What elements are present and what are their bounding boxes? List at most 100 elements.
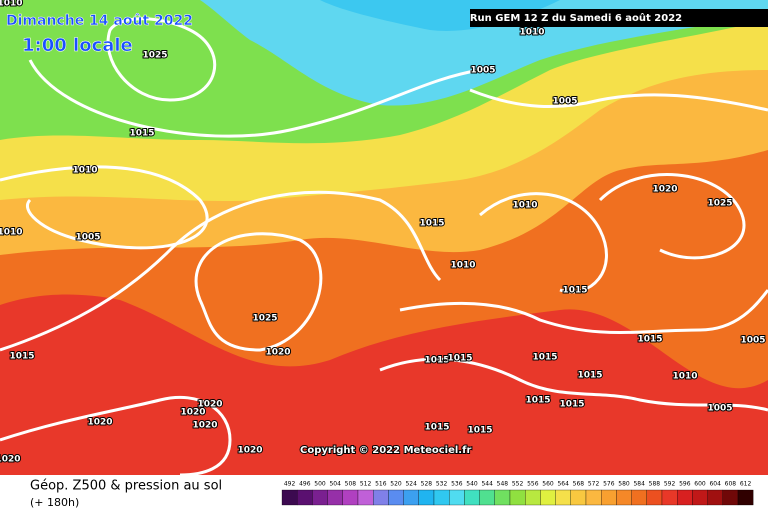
isobar-label: 1025 bbox=[142, 51, 167, 61]
isobar bbox=[0, 165, 209, 250]
colorbar-label: 612 bbox=[740, 481, 752, 488]
isobar-label: 1020 bbox=[180, 408, 205, 418]
colorbar-swatch bbox=[677, 489, 693, 506]
colorbar-label: 564 bbox=[557, 481, 569, 488]
colorbar-swatch bbox=[555, 489, 571, 506]
isobar-label: 1015 bbox=[447, 354, 472, 364]
colorbar-swatch bbox=[403, 489, 419, 506]
isobar-labels: 1010 1025 1015 1010 1005 1010 1005 1010 1005 1015… bbox=[0, 0, 767, 466]
isobar-label: 1020 bbox=[87, 418, 112, 428]
isobar-label: 1020 bbox=[652, 185, 677, 195]
isobar-label: 1005 bbox=[707, 404, 732, 414]
footer-lead: (+ 180h) bbox=[30, 496, 79, 509]
isobar-label: 1020 bbox=[197, 400, 222, 410]
isobar-label: 1010 bbox=[519, 28, 544, 38]
colorbar-label: 512 bbox=[360, 481, 372, 488]
colorbar-label: 508 bbox=[345, 481, 357, 488]
isobar-label: 1010 bbox=[512, 201, 537, 211]
colorbar-label: 608 bbox=[725, 481, 737, 488]
colorbar-swatch bbox=[509, 489, 526, 506]
colorbar-label: 588 bbox=[649, 481, 661, 488]
colorbar-swatch bbox=[585, 489, 602, 506]
isobar bbox=[194, 232, 323, 352]
isobar-label: 1015 bbox=[532, 353, 557, 363]
colorbar-swatch bbox=[631, 489, 647, 506]
isobar-label: 1015 bbox=[129, 129, 154, 139]
colorbar-swatch bbox=[297, 489, 313, 506]
isobar bbox=[28, 59, 481, 138]
colorbar-swatch bbox=[357, 489, 374, 506]
colorbar-swatch bbox=[388, 489, 404, 506]
isobar-label: 1015 bbox=[637, 335, 662, 345]
colorbar-label: 568 bbox=[573, 481, 585, 488]
colorbar-swatch bbox=[646, 489, 663, 506]
valid-date: Dimanche 14 août 2022 bbox=[6, 13, 193, 29]
colorbar-swatch bbox=[661, 489, 678, 506]
isobar-label: 1020 bbox=[265, 348, 290, 358]
isobar bbox=[598, 173, 746, 260]
field-blue bbox=[320, 0, 560, 31]
colorbar-label: 496 bbox=[299, 481, 311, 488]
isobar-label: 1025 bbox=[252, 314, 277, 324]
isobar-label: 1010 bbox=[0, 0, 23, 9]
isobar-label: 1015 bbox=[559, 400, 584, 410]
colorbar-label: 560 bbox=[542, 481, 554, 488]
colorbar-swatch bbox=[281, 489, 298, 506]
isobar-label: 1015 bbox=[419, 219, 444, 229]
isobar bbox=[106, 17, 217, 102]
colorbar-label: 552 bbox=[512, 481, 524, 488]
colorbar-swatch bbox=[616, 489, 632, 506]
colorbar-swatch bbox=[525, 489, 541, 506]
colorbar-swatch bbox=[449, 489, 465, 506]
colorbar-swatch bbox=[464, 489, 480, 506]
colorbar-swatch bbox=[737, 489, 754, 506]
colorbar-swatch bbox=[312, 489, 328, 506]
colorbar-label: 576 bbox=[603, 481, 615, 488]
colorbar-label: 596 bbox=[679, 481, 691, 488]
isobar-label: 1015 bbox=[9, 352, 34, 362]
colorbar-label: 504 bbox=[329, 481, 341, 488]
colorbar-swatch bbox=[494, 489, 511, 506]
colorbar-label: 580 bbox=[618, 481, 630, 488]
isobar-label: 1020 bbox=[237, 446, 262, 456]
isobar-label: 1005 bbox=[552, 97, 577, 107]
isobar-label: 1010 bbox=[450, 261, 475, 271]
isobar bbox=[0, 395, 232, 477]
isobar-label: 1005 bbox=[75, 233, 100, 243]
isobar-label: 1015 bbox=[424, 356, 449, 366]
isobar-label: 1015 bbox=[562, 286, 587, 296]
isobar-label: 1020 bbox=[0, 455, 21, 465]
colorbar-swatch bbox=[601, 489, 617, 506]
colorbar-label: 520 bbox=[390, 481, 402, 488]
isobar bbox=[469, 88, 768, 112]
isobar bbox=[0, 190, 442, 352]
colorbar-label: 556 bbox=[527, 481, 539, 488]
colorbar-label: 492 bbox=[284, 481, 296, 488]
isobar-label: 1015 bbox=[525, 396, 550, 406]
colorbar-swatch bbox=[479, 489, 495, 506]
isobar-label: 1020 bbox=[192, 421, 217, 431]
isobar-label: 1010 bbox=[672, 372, 697, 382]
colorbar-label: 532 bbox=[436, 481, 448, 488]
run-box bbox=[470, 9, 768, 27]
colorbar-swatch bbox=[707, 489, 723, 506]
colorbar-swatch bbox=[327, 489, 343, 506]
colorbar-label: 584 bbox=[633, 481, 645, 488]
colorbar: 492 496 500 504 508 512 516 520 524 528 532 536 540 5… bbox=[281, 481, 754, 506]
footer-title: Géop. Z500 & pression au sol bbox=[30, 479, 222, 494]
colorbar-label: 604 bbox=[709, 481, 721, 488]
colorbar-swatch bbox=[570, 489, 587, 506]
isobar-label: 1025 bbox=[707, 199, 732, 209]
isobar-label: 1015 bbox=[424, 423, 449, 433]
colorbar-label: 524 bbox=[405, 481, 417, 488]
colorbar-label: 540 bbox=[466, 481, 478, 488]
colorbar-label: 500 bbox=[314, 481, 326, 488]
isobar-label: 1010 bbox=[0, 228, 23, 238]
colorbar-swatch bbox=[418, 489, 435, 506]
isobar-label: 1005 bbox=[470, 66, 495, 76]
isobar bbox=[379, 357, 768, 412]
colorbar-label: 536 bbox=[451, 481, 463, 488]
isobar bbox=[479, 192, 608, 294]
colorbar-swatch bbox=[540, 489, 556, 506]
